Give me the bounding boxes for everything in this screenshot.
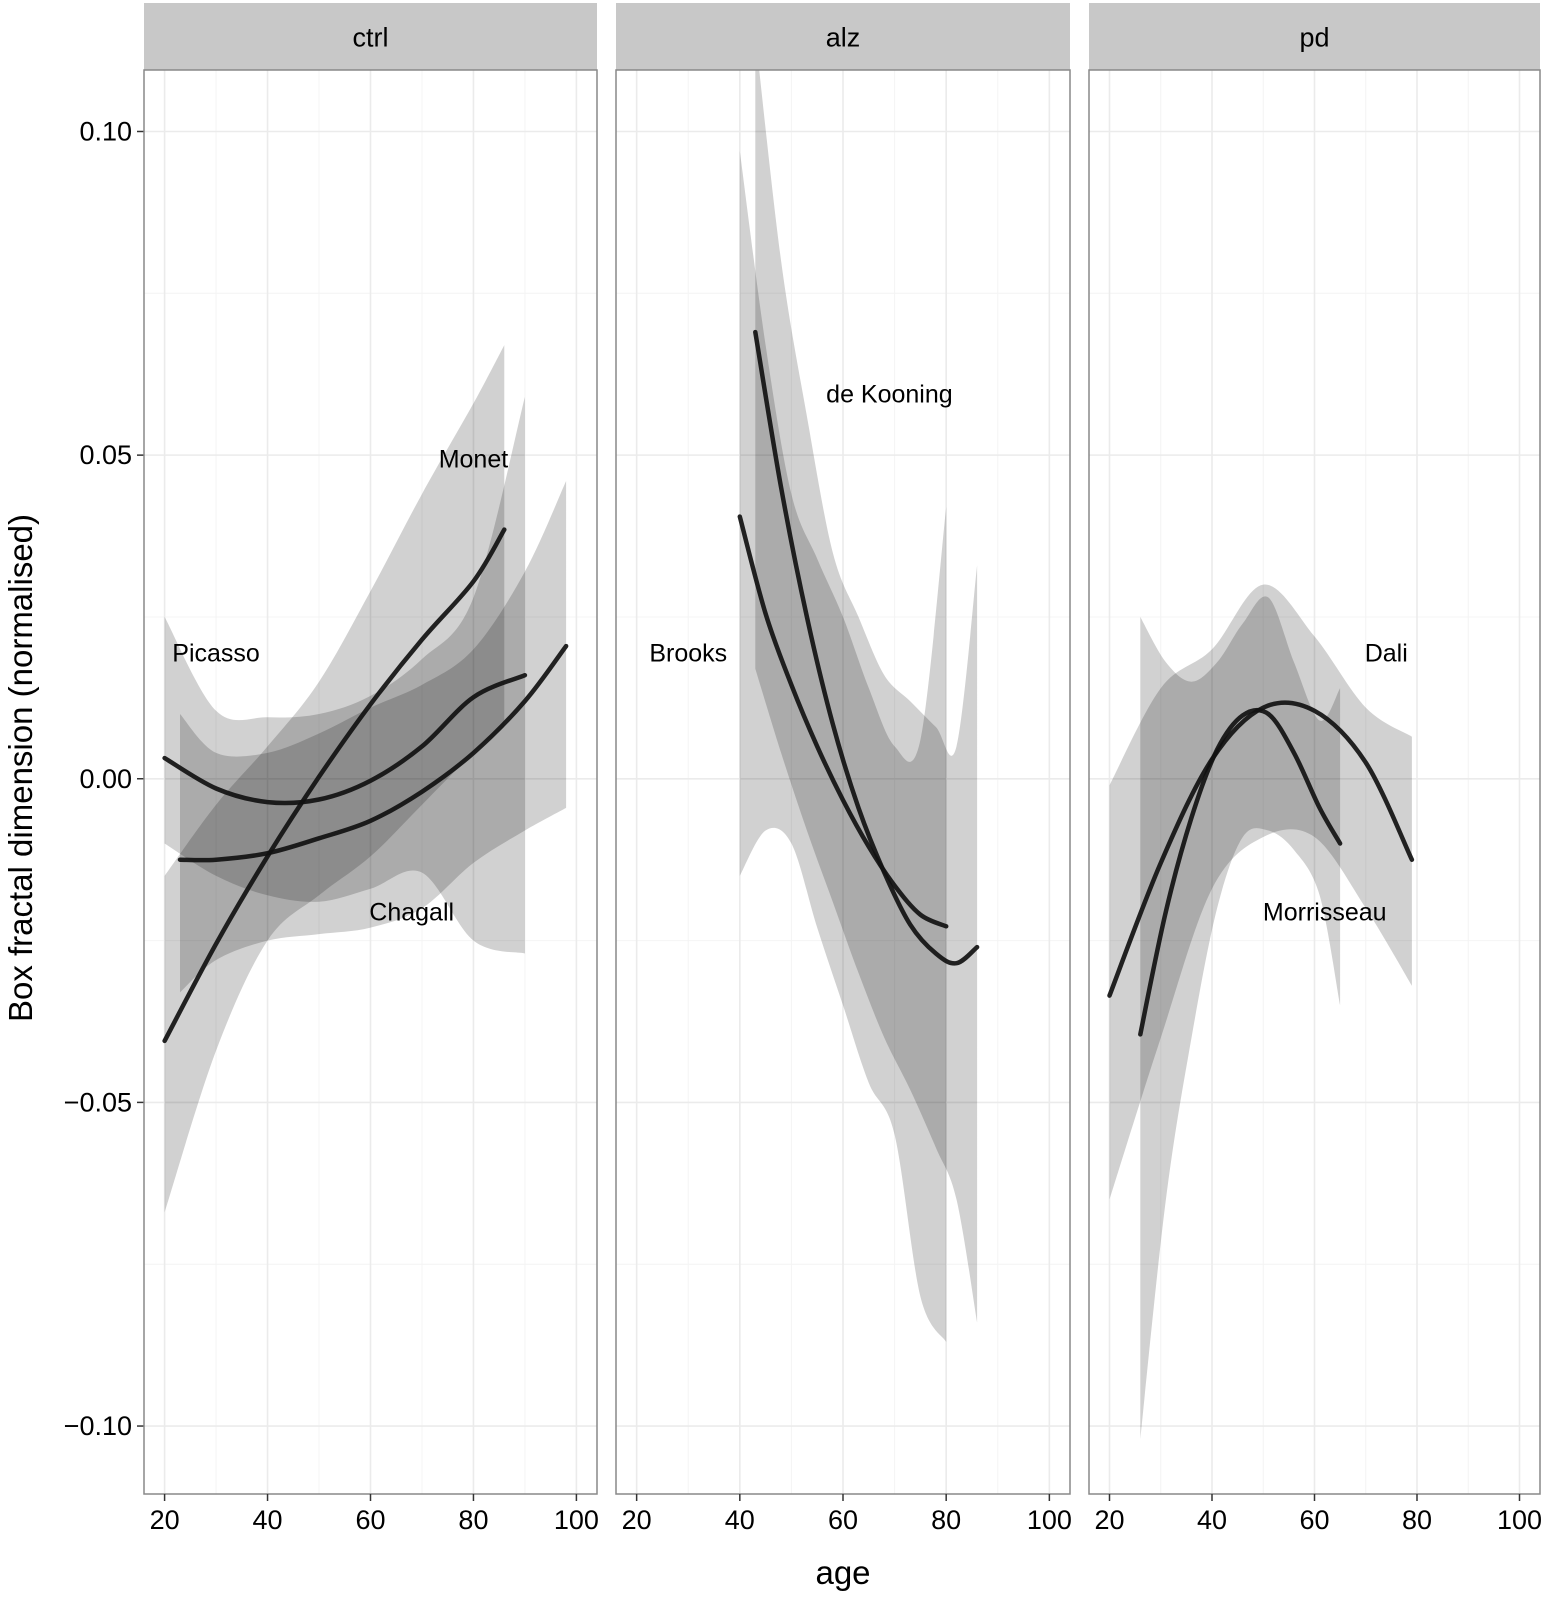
confidence-band-de-kooning bbox=[755, 70, 978, 1323]
x-tick-label: 100 bbox=[1027, 1505, 1072, 1535]
plot-area bbox=[737, 70, 980, 1342]
x-tick-label: 20 bbox=[622, 1505, 652, 1535]
trend-line-de-kooning bbox=[753, 329, 980, 966]
panel-alz: alz Brooks de Kooning 20 40 60 80 100 bbox=[615, 3, 1072, 1535]
panel-strip bbox=[144, 3, 597, 70]
y-tick-label: −0.10 bbox=[64, 1411, 132, 1441]
annotation-label: de Kooning bbox=[826, 381, 953, 409]
trend-line-monet bbox=[162, 527, 507, 1044]
x-axis-title: age bbox=[815, 1554, 870, 1591]
trend-line-morrisseau bbox=[1138, 707, 1343, 1037]
x-tick-label: 40 bbox=[1197, 1505, 1227, 1535]
y-tick-label: −0.05 bbox=[64, 1087, 132, 1117]
panel-pd: pd Dali Morrisseau 20 40 60 80 100 bbox=[1088, 3, 1542, 1535]
confidence-band-morrisseau bbox=[1140, 596, 1341, 1439]
x-tick-label: 20 bbox=[1094, 1505, 1124, 1535]
x-tick-label: 80 bbox=[1402, 1505, 1432, 1535]
panel-strip-label: pd bbox=[1299, 23, 1329, 53]
x-tick-label: 60 bbox=[828, 1505, 858, 1535]
y-axis-title: Box fractal dimension (normalised) bbox=[2, 514, 39, 1022]
x-tick-label: 60 bbox=[1299, 1505, 1329, 1535]
x-tick-label: 80 bbox=[458, 1505, 488, 1535]
y-tick-label: 0.10 bbox=[79, 116, 132, 146]
annotation-label: Chagall bbox=[369, 898, 454, 926]
annotation-label: Morrisseau bbox=[1263, 898, 1387, 926]
plot-area bbox=[162, 345, 569, 1213]
annotation-label: Brooks bbox=[649, 640, 727, 668]
panel-strip-label: alz bbox=[826, 23, 861, 53]
y-tick-label: 0.05 bbox=[79, 440, 132, 470]
panel-strip bbox=[616, 3, 1070, 70]
annotation-label: Picasso bbox=[172, 640, 260, 668]
x-tick-label: 60 bbox=[355, 1505, 385, 1535]
trend-line-brooks bbox=[737, 514, 949, 929]
x-tick-label: 80 bbox=[931, 1505, 961, 1535]
confidence-band-monet bbox=[164, 345, 505, 1213]
confidence-band-brooks bbox=[739, 150, 947, 1342]
confidence-band-picasso bbox=[164, 396, 525, 954]
trend-line-picasso bbox=[162, 672, 528, 806]
panel-strip bbox=[1089, 3, 1540, 70]
panel-strip-label: ctrl bbox=[353, 23, 389, 53]
panel-ctrl: ctrl Picasso Monet Chagall 20 40 60 80 100 bbox=[143, 3, 599, 1535]
x-tick-label: 40 bbox=[725, 1505, 755, 1535]
confidence-band-dali bbox=[1109, 584, 1412, 1200]
plot-area bbox=[1107, 584, 1415, 1439]
y-tick-label: 0.00 bbox=[79, 764, 132, 794]
confidence-band-chagall bbox=[180, 481, 567, 993]
annotation-label: Monet bbox=[439, 445, 509, 473]
annotation-label: Dali bbox=[1365, 640, 1408, 668]
x-tick-label: 100 bbox=[1497, 1505, 1542, 1535]
x-tick-label: 100 bbox=[554, 1505, 599, 1535]
trend-line-chagall bbox=[177, 643, 569, 863]
x-tick-label: 40 bbox=[253, 1505, 283, 1535]
x-tick-label: 20 bbox=[150, 1505, 180, 1535]
